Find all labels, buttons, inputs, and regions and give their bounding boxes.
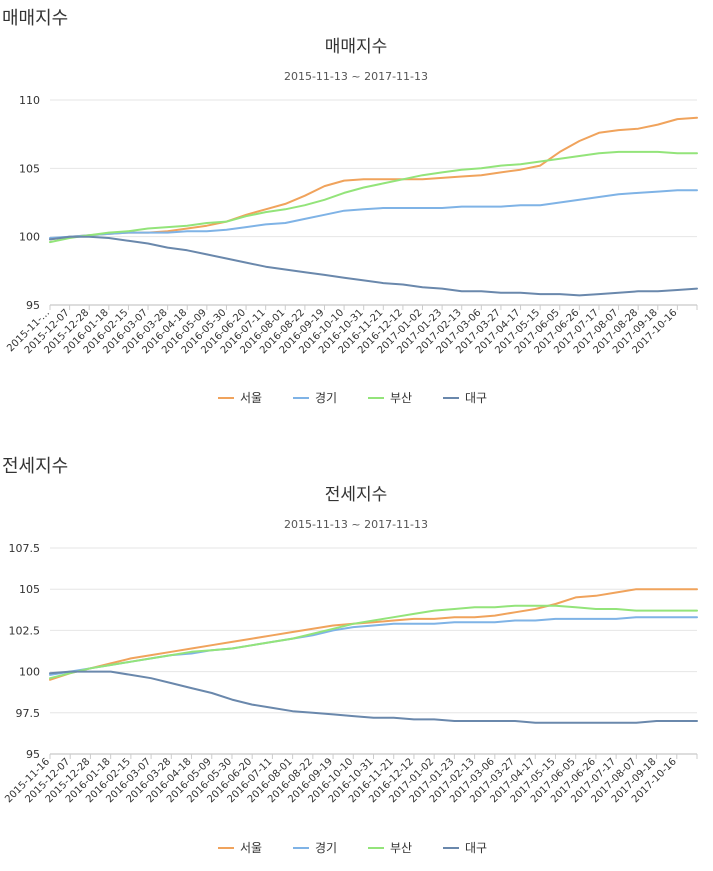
legend-item[interactable]: 대구 <box>443 841 487 855</box>
chart-title: 전세지수 <box>325 485 388 505</box>
y-tick-label: 95 <box>26 748 40 761</box>
series-line-경기 <box>49 616 698 676</box>
section-heading: 전세지수 <box>2 456 69 477</box>
legend-item[interactable]: 부산 <box>368 391 412 405</box>
y-tick-label: 95 <box>26 299 40 312</box>
legend-item[interactable]: 서울 <box>218 391 262 405</box>
y-tick-label: 107.5 <box>9 542 41 555</box>
series-line-경기 <box>49 189 698 239</box>
legend-label: 대구 <box>465 841 487 855</box>
legend-label: 부산 <box>390 391 412 405</box>
series-line-부산 <box>49 604 698 680</box>
chart-title: 매매지수 <box>325 37 388 57</box>
section-heading: 매매지수 <box>2 8 69 29</box>
legend-label: 부산 <box>390 841 412 855</box>
legend-item[interactable]: 경기 <box>293 841 337 855</box>
legend-item[interactable]: 경기 <box>293 391 337 405</box>
y-tick-label: 100 <box>19 666 40 679</box>
series-line-부산 <box>49 150 698 244</box>
legend-item[interactable]: 서울 <box>218 841 262 855</box>
y-tick-label: 105 <box>19 583 40 596</box>
jeonse-index-chart: 전세지수 2015-11-13 ~ 2017-11-13 95 97.5 100 10… <box>3 485 698 855</box>
series-line-서울 <box>49 588 698 681</box>
y-tick-label: 102.5 <box>9 624 41 637</box>
series-line-서울 <box>49 116 698 241</box>
sale-index-section: 매매지수 매매지수 2015-11-13 ~ 2017-11-13 95 100 1… <box>2 8 698 405</box>
legend-label: 대구 <box>465 391 487 405</box>
legend-item[interactable]: 대구 <box>443 391 487 405</box>
y-tick-label: 110 <box>19 94 40 107</box>
series-line-대구 <box>49 235 698 297</box>
y-tick-label: 100 <box>19 231 40 244</box>
jeonse-index-section: 전세지수 전세지수 2015-11-13 ~ 2017-11-13 95 97.5… <box>0 448 713 871</box>
sale-index-chart: 매매지수 2015-11-13 ~ 2017-11-13 95 100 105 110… <box>5 37 698 405</box>
chart-subtitle: 2015-11-13 ~ 2017-11-13 <box>284 518 428 531</box>
legend-label: 경기 <box>315 841 337 855</box>
series-line-대구 <box>49 670 698 724</box>
legend-label: 서울 <box>240 391 262 405</box>
legend-label: 서울 <box>240 841 262 855</box>
y-tick-label: 105 <box>19 162 40 175</box>
chart-subtitle: 2015-11-13 ~ 2017-11-13 <box>284 70 428 83</box>
legend-item[interactable]: 부산 <box>368 841 412 855</box>
y-tick-label: 97.5 <box>16 707 41 720</box>
legend-label: 경기 <box>315 391 337 405</box>
